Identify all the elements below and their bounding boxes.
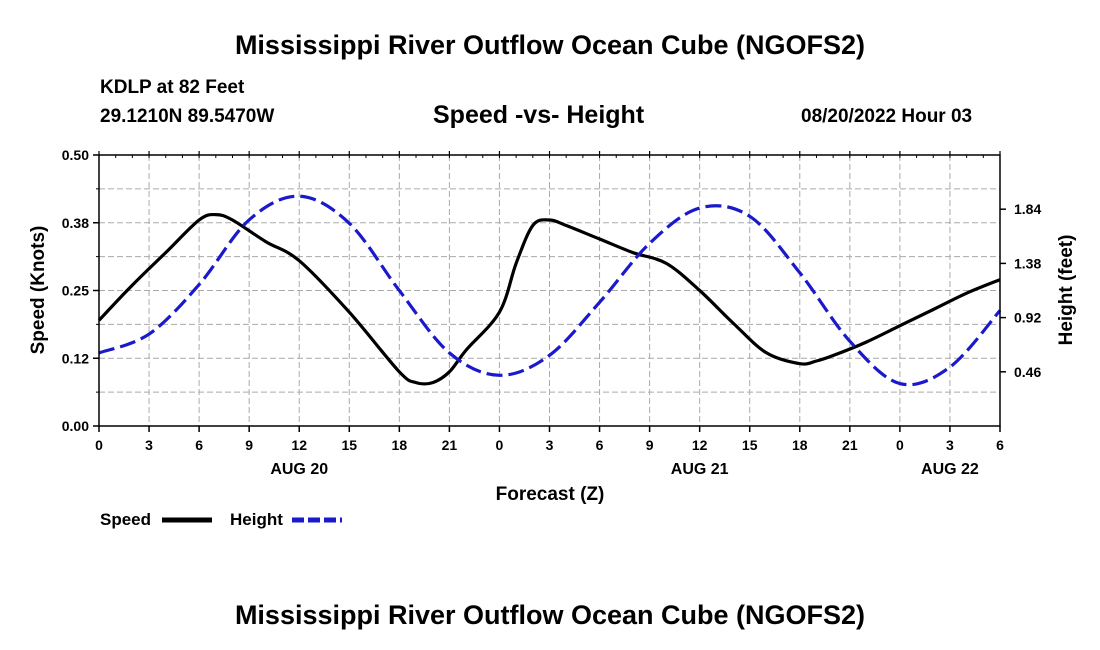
x-tick-label: 21 — [842, 437, 858, 453]
day-label: AUG 20 — [270, 461, 328, 478]
x-tick-label: 15 — [742, 437, 758, 453]
y2-tick-label: 0.92 — [1014, 310, 1041, 326]
x-tick-label: 3 — [946, 437, 954, 453]
x-tick-label: 21 — [442, 437, 458, 453]
x-tick-label: 12 — [692, 437, 708, 453]
x-tick-label: 12 — [291, 437, 307, 453]
forecast-datetime: 08/20/2022 Hour 03 — [801, 106, 973, 127]
chart-subtitle: Speed -vs- Height — [433, 101, 645, 129]
x-tick-label: 9 — [646, 437, 654, 453]
x-tick-label: 6 — [596, 437, 604, 453]
legend-label-height: Height — [230, 510, 283, 529]
y-axis-right: 0.46 0.92 1.38 1.84 — [1000, 201, 1041, 380]
x-axis-label: Forecast (Z) — [496, 484, 605, 505]
y-tick-label: 0.00 — [62, 418, 89, 434]
series-line-height — [98, 194, 1002, 387]
y-tick-label: 0.50 — [62, 147, 89, 163]
x-tick-label: 3 — [145, 437, 153, 453]
y2-tick-label: 1.84 — [1014, 201, 1041, 217]
x-tick-label: 18 — [392, 437, 408, 453]
y-tick-label: 0.12 — [62, 350, 89, 366]
x-tick-label: 18 — [792, 437, 808, 453]
series-line-speed — [97, 212, 1001, 386]
y2-tick-label: 0.46 — [1014, 364, 1041, 380]
x-tick-label: 0 — [95, 437, 103, 453]
y-axis-left: 0.00 0.12 0.25 0.38 0.50 — [62, 147, 99, 434]
chart-title: Mississippi River Outflow Ocean Cube (NG… — [234, 30, 866, 60]
station-label: KDLP at 82 Feet — [100, 77, 245, 98]
x-tick-label: 6 — [195, 437, 203, 453]
repeated-title: Mississippi River Outflow Ocean Cube (NG… — [234, 600, 866, 630]
legend-label-speed: Speed — [100, 510, 151, 529]
x-tick-label: 0 — [496, 437, 504, 453]
y-tick-label: 0.25 — [62, 283, 89, 299]
y2-tick-label: 1.38 — [1014, 255, 1041, 271]
x-tick-label: 9 — [245, 437, 253, 453]
day-label: AUG 21 — [671, 461, 729, 478]
plot-frame — [98, 154, 1001, 427]
legend: Speed Height — [100, 510, 342, 529]
y2-axis-label: Height (feet) — [1056, 235, 1077, 346]
day-label: AUG 22 — [921, 461, 979, 478]
coordinates-label: 29.1210N 89.5470W — [100, 106, 275, 127]
x-tick-label: 3 — [546, 437, 554, 453]
y-axis-label: Speed (Knots) — [28, 226, 49, 355]
x-tick-label: 6 — [996, 437, 1004, 453]
grid-lines — [99, 155, 1000, 426]
series-lines — [97, 194, 1002, 387]
x-tick-label: 15 — [341, 437, 357, 453]
x-tick-label: 0 — [896, 437, 904, 453]
y-tick-label: 0.38 — [62, 215, 89, 231]
